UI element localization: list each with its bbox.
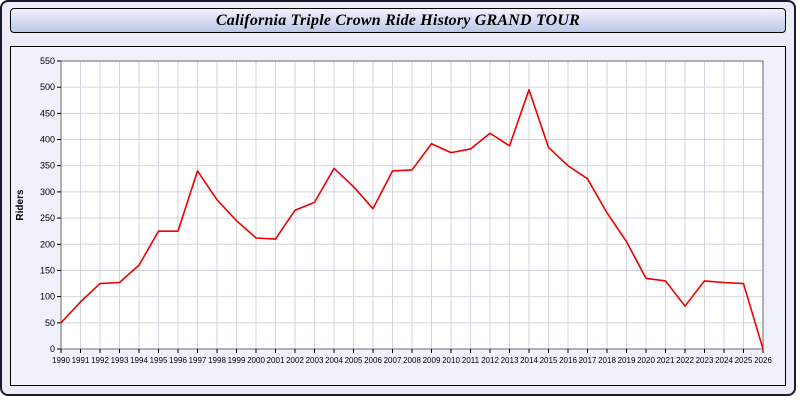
y-tick-label: 50 (45, 318, 55, 328)
x-tick-label: 1991 (72, 356, 90, 365)
x-tick-label: 1997 (189, 356, 207, 365)
y-tick-label: 450 (40, 108, 55, 118)
x-tick-label: 1996 (169, 356, 187, 365)
x-tick-label: 2018 (598, 356, 616, 365)
x-tick-label: 2000 (247, 356, 265, 365)
y-axis-title: Riders (15, 189, 26, 221)
y-tick-label: 300 (40, 187, 55, 197)
x-tick-label: 2017 (579, 356, 597, 365)
x-tick-label: 1999 (228, 356, 246, 365)
chart-panel: 0 50 100 150 200 250 300 350 400 450 500 550 1990 199… (10, 46, 786, 386)
series-line-riders (60, 88, 764, 350)
y-tick-label: 350 (40, 161, 55, 171)
x-tick-label: 2020 (637, 356, 655, 365)
x-tick-label: 2019 (618, 356, 636, 365)
x-tick-label: 2022 (676, 356, 694, 365)
x-tick-label: 2015 (540, 356, 558, 365)
x-tick-label: 2004 (325, 356, 343, 365)
x-tick-label: 2011 (462, 356, 480, 365)
x-tick-label: 2005 (345, 356, 363, 365)
x-tick-label: 1992 (91, 356, 109, 365)
x-tick-label: 2021 (657, 356, 675, 365)
y-tick-label: 400 (40, 135, 55, 145)
title-bar: California Triple Crown Ride History GRA… (10, 8, 786, 33)
x-tick-label: 2016 (559, 356, 577, 365)
x-tick-label: 1994 (130, 356, 148, 365)
x-tick-label: 2026 (754, 356, 772, 365)
x-tick-label: 1990 (52, 356, 70, 365)
y-tick-label: 0 (50, 344, 55, 354)
x-tick-label: 2012 (481, 356, 499, 365)
x-tick-label: 2009 (423, 356, 441, 365)
x-tick-label: 2001 (267, 356, 285, 365)
x-tick-label: 2013 (501, 356, 519, 365)
x-tick-label: 2025 (735, 356, 753, 365)
x-tick-label: 2023 (696, 356, 714, 365)
x-tick-label: 1995 (150, 356, 168, 365)
x-tick-label: 2002 (286, 356, 304, 365)
chart-title: California Triple Crown Ride History GRA… (215, 11, 581, 29)
y-tick-label: 250 (40, 213, 55, 223)
x-tick-label: 2008 (403, 356, 421, 365)
x-tick-label: 2003 (306, 356, 324, 365)
y-tick-label: 200 (40, 239, 55, 249)
y-tick-label: 550 (40, 56, 55, 66)
x-tick-label: 1998 (208, 356, 226, 365)
x-tick-label: 2006 (364, 356, 382, 365)
x-tick-label: 2014 (520, 356, 538, 365)
y-tick-label: 150 (40, 265, 55, 275)
y-tick-label: 500 (40, 82, 55, 92)
x-tick-label: 2024 (715, 356, 733, 365)
y-tick-label: 100 (40, 292, 55, 302)
x-tick-label: 1993 (111, 356, 129, 365)
x-tick-label: 2010 (442, 356, 460, 365)
x-tick-label: 2007 (384, 356, 402, 365)
